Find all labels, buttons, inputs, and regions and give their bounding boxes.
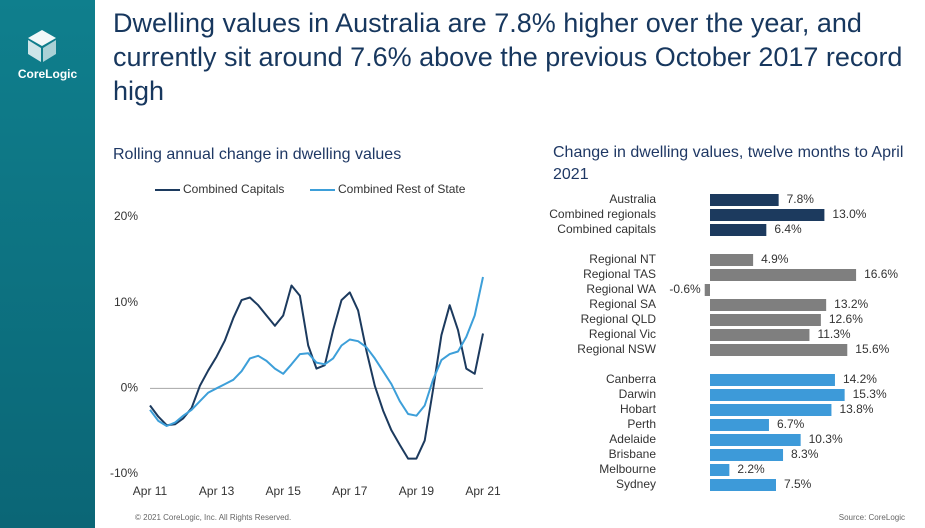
value-label: 15.6% [855,342,889,356]
bar [710,254,754,266]
category-label: Regional NT [589,252,656,266]
x-tick-label: Apr 15 [266,484,302,498]
category-label: Combined regionals [549,207,656,221]
bar [710,269,857,281]
category-label: Melbourne [599,462,656,476]
bar [710,464,730,476]
x-tick-label: Apr 13 [199,484,235,498]
category-label: Australia [609,192,656,206]
value-label: 13.0% [832,207,866,221]
value-label: 8.3% [791,447,819,461]
value-label: 6.7% [777,417,805,431]
legend-label: Combined Rest of State [338,182,466,196]
category-label: Sydney [616,477,656,491]
slide-title: Dwelling values in Australia are 7.8% hi… [113,8,903,106]
source: Source: CoreLogic [839,513,905,522]
y-tick-label: -10% [110,466,138,480]
value-label: 10.3% [809,432,843,446]
bar [710,419,769,431]
bar [710,404,832,416]
x-tick-label: Apr 17 [332,484,368,498]
bar [710,479,776,491]
bar [710,449,784,461]
value-label: 6.4% [774,222,802,236]
bar [710,194,779,206]
category-label: Combined capitals [557,222,656,236]
x-tick-label: Apr 21 [465,484,501,498]
chart-title: Change in dwelling values, twelve months… [553,144,904,183]
value-label: 4.9% [761,252,789,266]
value-label: 14.2% [843,372,877,386]
category-label: Hobart [620,402,657,416]
bar [704,284,710,296]
bar [710,374,835,386]
value-label: -0.6% [669,282,701,296]
category-label: Adelaide [609,432,656,446]
y-tick-label: 10% [114,295,138,309]
legend-label: Combined Capitals [183,182,284,196]
category-label: Regional TAS [583,267,656,281]
bar [710,299,827,311]
bar [710,314,821,326]
category-label: Darwin [619,387,656,401]
sidebar: CoreLogic [0,0,95,528]
series-line [149,276,484,427]
value-label: 12.6% [829,312,863,326]
value-label: 13.8% [839,402,873,416]
chart-title-box: Change in dwelling values, twelve months… [553,144,904,183]
value-label: 11.3% [817,327,850,341]
x-tick-label: Apr 11 [133,484,168,498]
bar [710,344,848,356]
category-label: Regional NSW [577,342,656,356]
category-label: Regional QLD [581,312,657,326]
chart-title: Rolling annual change in dwelling values [113,146,401,163]
value-label: 16.6% [864,267,898,281]
value-label: 7.8% [787,192,815,206]
copyright: © 2021 CoreLogic, Inc. All Rights Reserv… [135,513,291,522]
value-label: 13.2% [834,297,868,311]
value-label: 15.3% [853,387,887,401]
y-tick-label: 20% [114,209,138,223]
logo-text: CoreLogic [17,67,78,81]
bar [710,224,767,236]
logo-icon [28,30,56,62]
value-label: 7.5% [784,477,812,491]
x-tick-label: Apr 19 [399,484,435,498]
series-line [149,284,484,460]
category-label: Canberra [606,372,656,386]
bar [710,209,825,221]
bar [710,329,810,341]
bar [710,389,845,401]
value-label: 2.2% [737,462,765,476]
category-label: Regional SA [589,297,656,311]
category-label: Brisbane [609,447,657,461]
bar [710,434,801,446]
category-label: Regional Vic [589,327,656,341]
category-label: Perth [627,417,656,431]
y-tick-label: 0% [121,381,139,395]
category-label: Regional WA [586,282,656,296]
